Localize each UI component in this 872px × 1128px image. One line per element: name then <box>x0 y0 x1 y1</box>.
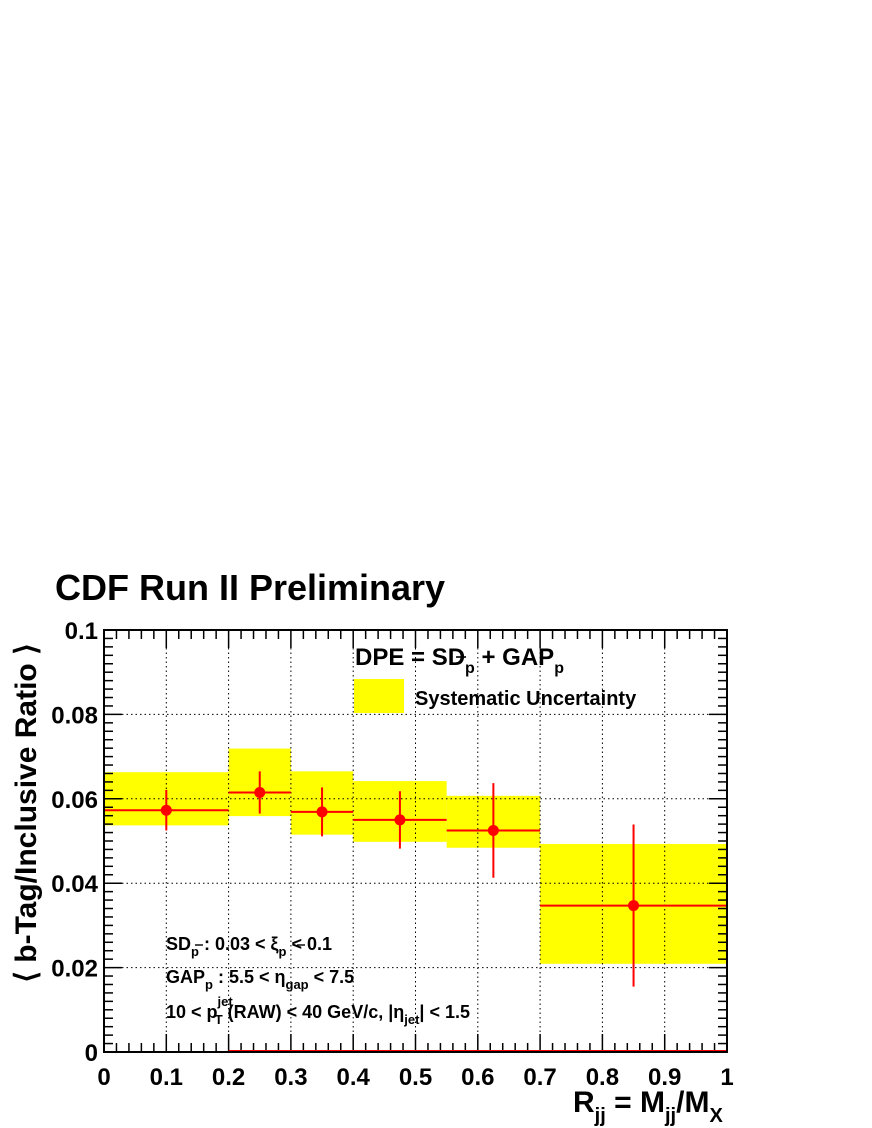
annotation-sd: SDp : 0.03 < ξp < 0.1 <box>166 934 332 959</box>
y-tick-label: 0 <box>85 1040 98 1067</box>
data-point <box>487 824 499 836</box>
x-tick-label: 0.6 <box>461 1064 494 1091</box>
data-point-group <box>446 783 541 878</box>
x-axis-ticks: 0 0.1 0.2 0.3 0.4 0.5 0.6 0.7 0.8 0.9 1 <box>97 630 734 1091</box>
x-tick-label: 0.1 <box>150 1064 183 1091</box>
data-points <box>104 771 727 987</box>
x-axis-label: Rjj = Mjj/MX <box>573 1086 723 1127</box>
x-tick-label: 0.8 <box>586 1064 619 1091</box>
annotation-gap: GAPp : 5.5 < ηgap < 7.5 <box>166 967 354 992</box>
x-tick-label: 0.4 <box>337 1064 371 1091</box>
legend: DPE = SDp + GAPp Systematic Uncertainty <box>354 644 637 713</box>
y-tick-label: 0.02 <box>51 956 98 983</box>
data-point <box>628 900 640 912</box>
x-tick-label: 0.3 <box>274 1064 307 1091</box>
x-tick-label: 0 <box>97 1064 110 1091</box>
chart-title: CDF Run II Preliminary <box>55 567 445 608</box>
legend-heading: DPE = SDp + GAPp <box>355 644 564 677</box>
x-tick-label: 1 <box>720 1064 733 1091</box>
annotation-pt: 10 < pjet T (RAW) < 40 GeV/c, |ηjet| < 1.… <box>166 994 470 1027</box>
data-point <box>254 786 266 798</box>
x-tick-label: 0.7 <box>523 1064 556 1091</box>
y-tick-label: 0.06 <box>51 787 98 814</box>
y-tick-label: 0.08 <box>51 702 98 729</box>
y-tick-label: 0.1 <box>65 618 98 645</box>
data-point-group <box>290 787 354 837</box>
data-point <box>316 806 328 818</box>
data-point-group <box>540 824 727 987</box>
annotations: SDp : 0.03 < ξp < 0.1 GAPp : 5.5 < ηgap … <box>166 934 470 1027</box>
grid <box>104 630 727 1052</box>
y-axis-label: ⟨ b-Tag/Inclusive Ratio ⟩ <box>10 643 43 983</box>
data-point-group <box>104 789 229 831</box>
legend-swatch <box>354 679 404 713</box>
data-point-group <box>353 791 447 849</box>
x-tick-label: 0.2 <box>212 1064 245 1091</box>
y-tick-label: 0.04 <box>51 871 98 898</box>
x-tick-label: 0.9 <box>648 1064 681 1091</box>
x-tick-label: 0.5 <box>399 1064 432 1091</box>
plot-frame <box>103 629 728 1053</box>
y-axis-ticks: 0 0.02 0.04 0.06 0.08 0.1 <box>51 618 727 1067</box>
legend-label: Systematic Uncertainty <box>415 688 637 710</box>
data-point <box>160 804 172 816</box>
data-point-group <box>228 771 291 814</box>
data-point <box>394 814 406 826</box>
